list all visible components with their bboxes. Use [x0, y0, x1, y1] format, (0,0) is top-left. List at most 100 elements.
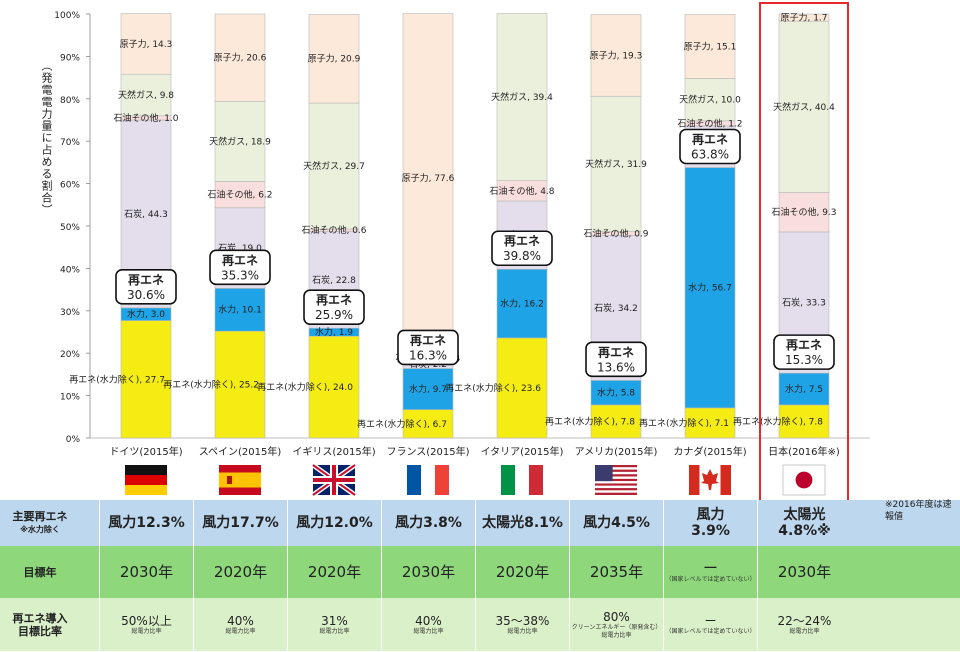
- target-ratio-value: 22～24%: [777, 613, 832, 628]
- canada-flag-red-left: [689, 465, 700, 495]
- hydro-segment: [496, 268, 548, 339]
- segment-label: 再エネ(水力除く), 27.7: [69, 373, 165, 385]
- segment-label: 原子力, 1.7: [780, 12, 827, 24]
- hydro-segment: [590, 380, 642, 406]
- re-segment: [496, 337, 548, 439]
- usa-flag: [595, 465, 637, 495]
- re-callout-box: [115, 269, 177, 305]
- main-re-head-label: 主要再エネ: [12, 510, 68, 523]
- nuclear-segment: [402, 13, 454, 343]
- main-re-value: 太陽光8.1%: [482, 515, 563, 531]
- target-ratio-cell: ー（国家レベルでは定めていない）: [663, 598, 757, 651]
- gas-segment: [778, 20, 830, 193]
- target-table: 主要再エネ ※水力除く 風力12.3% 風力17.7% 風力12.0% 風力3.8% 太…: [0, 500, 960, 652]
- gas-segment: [308, 102, 360, 230]
- target-ratio-note: 総電力比率: [131, 627, 162, 635]
- y-tick-label: 80%: [60, 96, 80, 106]
- italy-flag: [501, 465, 543, 495]
- re-callout-title: 再エネ: [504, 234, 540, 248]
- main-re-cell: 風力17.7%: [193, 500, 287, 546]
- usa-flag-stripe: [595, 476, 637, 479]
- segment-label: 原子力, 77.6: [402, 172, 455, 184]
- target-year-cell: 2020年: [287, 546, 381, 598]
- hydro-segment: [778, 372, 830, 406]
- segment-label: 水力, 1.9: [315, 326, 353, 338]
- main-re-head-sub: ※水力除く: [20, 525, 60, 534]
- country-label: ドイツ(2015年): [109, 445, 182, 458]
- y-tick-label: 30%: [60, 308, 80, 318]
- re-callout-value: 13.6%: [597, 360, 635, 374]
- target-year-cell: 2035年: [569, 546, 663, 598]
- uk-flag-cross-red: [332, 465, 336, 495]
- main-re-cell: 太陽光8.1%: [475, 500, 569, 546]
- main-re-cell: 風力12.3%: [99, 500, 193, 546]
- segment-label: 原子力, 15.1: [684, 40, 737, 52]
- country-label: イタリア(2015年): [481, 445, 564, 458]
- target-year-note: （国家レベルでは定めていない）: [665, 576, 756, 583]
- preliminary-note: ※2016年度は速報値: [885, 500, 952, 522]
- usa-flag-stripe: [595, 478, 637, 482]
- target-ratio-value: 31%: [321, 613, 348, 628]
- target-year-value: 2030年: [401, 563, 456, 581]
- segment-label: 原子力, 20.6: [214, 52, 267, 64]
- segment-label: 再エネ(水力除く), 6.7: [357, 418, 447, 430]
- gas-segment: [120, 73, 172, 117]
- target-ratio-note: クリーンエネルギー（原発含む）総電力比率: [571, 623, 662, 639]
- re-callout-value: 15.3%: [785, 353, 823, 367]
- segment-label: 天然ガス, 29.7: [303, 160, 365, 172]
- segment-label: 石炭, 34.2: [594, 303, 638, 314]
- segment-label: 再エネ(水力除く), 23.6: [445, 382, 541, 394]
- target-year-value: 2030年: [777, 563, 832, 581]
- re-callout-value: 25.9%: [315, 308, 353, 322]
- target-ratio-note: （国家レベルでは定めていない）: [665, 627, 756, 635]
- segment-label: 石炭, 19.0: [218, 243, 262, 254]
- re-callout-title: 再エネ: [128, 273, 164, 287]
- canada-flag: [689, 465, 731, 495]
- target-year-value: 2020年: [213, 563, 268, 581]
- target-ratio-cell: 40% 総電力比率: [381, 598, 475, 651]
- usa-flag-stripe: [595, 471, 637, 475]
- usa-flag-stripe: [595, 488, 637, 491]
- re-callout-box: [679, 128, 741, 165]
- segment-label: 石油その他, 0.9: [583, 227, 648, 239]
- re-callout-value: 16.3%: [409, 348, 447, 362]
- main-re-cell: 風力 3.9%: [663, 500, 757, 546]
- target-ratio-head-label1: 再エネ導入: [12, 611, 68, 625]
- segment-label: 再エネ(水力除く), 7.8: [545, 415, 635, 427]
- target-ratio-value: 40%: [415, 613, 442, 628]
- main-re-value: 風力3.8%: [395, 515, 462, 531]
- re-callout-title: 再エネ: [692, 132, 728, 146]
- segment-label: 水力, 5.8: [597, 387, 635, 399]
- france-flag: [407, 465, 449, 495]
- nuclear-segment: [778, 13, 830, 22]
- spain-flag-emblem: [227, 476, 232, 484]
- y-tick-label: 60%: [60, 181, 80, 191]
- nuclear-segment: [120, 13, 172, 75]
- segment-label: 水力, 3.0: [127, 308, 165, 320]
- usa-flag-stripe: [595, 490, 637, 493]
- segment-label: 石油その他, 4.8: [489, 185, 554, 197]
- target-year-cell: 2020年: [193, 546, 287, 598]
- oil-segment: [214, 181, 266, 209]
- main-re-row: 主要再エネ ※水力除く 風力12.3% 風力17.7% 風力12.0% 風力3.8% 太…: [0, 500, 960, 547]
- x-axis-labels: ドイツ(2015年) スペイン(2015年) イギリス(2015年) フランス(201…: [109, 445, 840, 458]
- re-callout-box: [209, 249, 271, 286]
- target-ratio-note: 総電力比率: [507, 627, 538, 635]
- usa-flag-canton: [595, 465, 613, 482]
- bars-group: [120, 13, 830, 439]
- segment-label: 石油その他, 9.3: [771, 206, 836, 218]
- nuclear-segment: [590, 14, 642, 97]
- usa-flag-stripe: [595, 483, 637, 486]
- segment-label: 原子力, 20.9: [308, 53, 361, 65]
- gas-segment: [214, 101, 266, 182]
- japan-highlight-box: [759, 2, 849, 500]
- re-segment: [590, 404, 642, 439]
- main-re-cell: 風力4.5%: [569, 500, 663, 546]
- italy-flag-red: [529, 465, 543, 495]
- segment-label: 石油その他, 0.6: [301, 224, 366, 236]
- segment-label: 原子力, 14.3: [120, 38, 173, 50]
